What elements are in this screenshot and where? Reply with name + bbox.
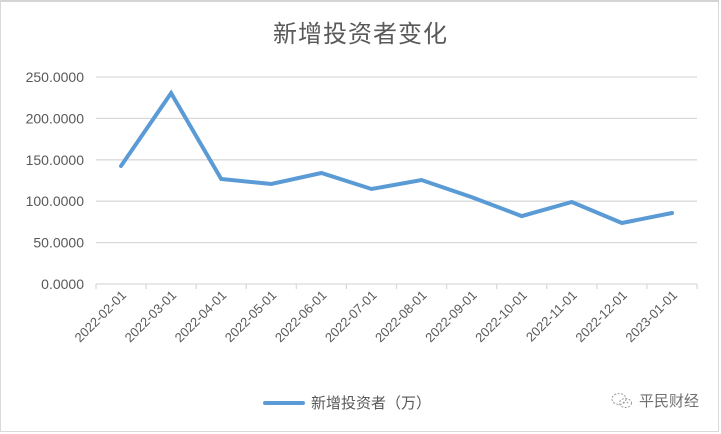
data-line	[119, 89, 674, 226]
x-tick-label: 2022-09-01	[422, 288, 480, 346]
x-tick-label: 2022-02-01	[72, 288, 130, 346]
watermark-text: 平民财经	[638, 392, 699, 410]
x-tick-label: 2022-10-01	[472, 288, 530, 346]
x-tick-label: 2022-05-01	[222, 288, 280, 346]
x-tick-label: 2022-03-01	[122, 288, 180, 346]
legend: 新增投资者（万）	[263, 392, 431, 413]
x-tick-label: 2023-01-01	[622, 288, 680, 346]
x-tick-label: 2022-08-01	[372, 288, 430, 346]
x-tick-label: 2022-06-01	[272, 288, 330, 346]
y-tick-label: 250.0000	[26, 69, 85, 85]
chart-title: 新增投资者变化	[273, 20, 448, 48]
watermark: 平民财经	[611, 390, 699, 411]
y-tick-label: 150.0000	[26, 152, 85, 168]
y-tick-label: 200.0000	[26, 110, 85, 126]
y-tick-label: 50.0000	[33, 235, 84, 251]
x-tick-label: 2022-11-01	[523, 288, 580, 345]
legend-line-swatch	[263, 400, 305, 405]
x-tick-label: 2022-04-01	[172, 288, 230, 346]
x-tick-label: 2022-12-01	[572, 288, 630, 346]
y-tick-label: 0.0000	[41, 276, 84, 292]
y-tick-label: 100.0000	[26, 193, 85, 209]
wechat-icon	[611, 392, 633, 410]
x-tick-label: 2022-07-01	[322, 288, 380, 346]
legend-label: 新增投资者（万）	[311, 394, 432, 412]
